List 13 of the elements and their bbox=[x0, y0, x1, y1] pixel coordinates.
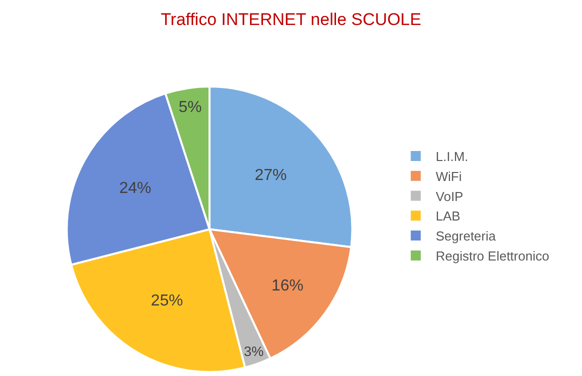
legend-label: VoIP bbox=[436, 188, 464, 204]
legend-label: LAB bbox=[436, 208, 460, 224]
data-label: 25% bbox=[150, 292, 183, 310]
data-label: 16% bbox=[271, 277, 304, 294]
chart-title: Traffico INTERNET nelle SCUOLE bbox=[160, 10, 422, 30]
legend-label: L.I.M. bbox=[436, 149, 468, 164]
data-label: 5% bbox=[178, 98, 202, 116]
data-label: 24% bbox=[119, 180, 152, 197]
legend-label: Registro Elettronico bbox=[436, 248, 550, 264]
legend-label: WiFi bbox=[436, 168, 462, 184]
legend-label: Segreteria bbox=[436, 228, 497, 244]
data-label: 3% bbox=[244, 344, 264, 359]
data-label: 27% bbox=[254, 166, 287, 184]
